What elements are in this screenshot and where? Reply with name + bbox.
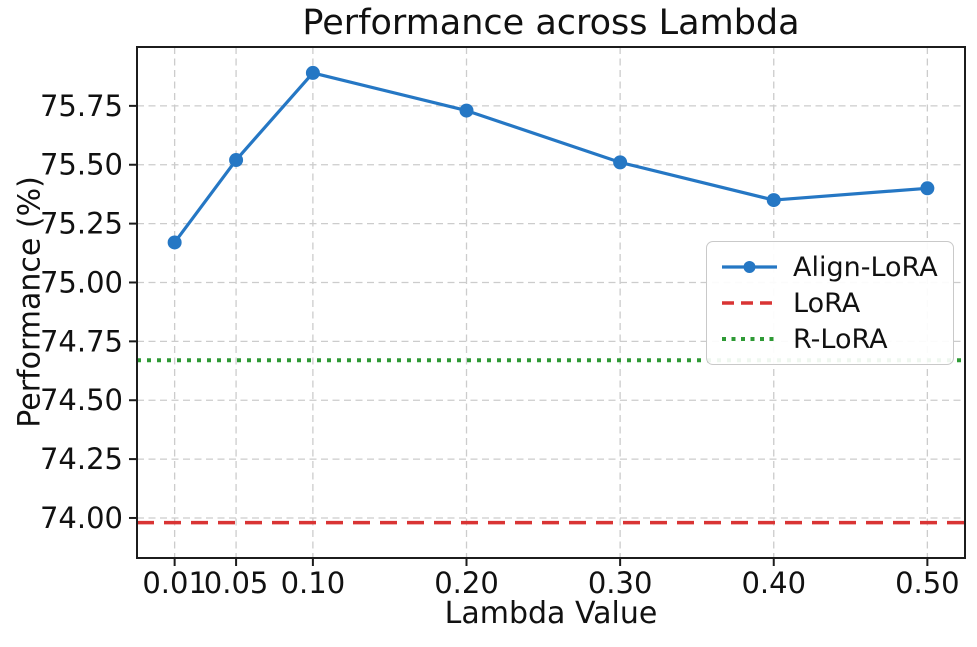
y-tick-label: 74.00 <box>40 501 123 535</box>
legend-item-align-lora: Align-LoRA <box>721 254 939 281</box>
data-point-marker <box>305 65 320 80</box>
y-tick-label: 74.50 <box>40 383 123 417</box>
x-tick-label: 0.50 <box>895 566 960 600</box>
legend: Align-LoRA LoRA R-LoRA <box>706 241 954 365</box>
data-point-marker <box>459 103 474 118</box>
legend-label-r-lora: R-LoRA <box>793 323 888 355</box>
legend-sample-marker <box>743 261 756 273</box>
data-point-marker <box>167 235 182 250</box>
legend-label-align-lora: Align-LoRA <box>793 251 938 283</box>
y-tick-label: 75.75 <box>40 89 123 123</box>
chart-title: Performance across Lambda <box>302 3 800 43</box>
legend-label-lora: LoRA <box>793 287 861 319</box>
y-tick-label: 75.25 <box>40 207 123 241</box>
x-tick-label: 0.10 <box>281 566 346 600</box>
x-tick-label: 0.20 <box>434 566 499 600</box>
legend-line-sample-r-lora-icon <box>722 337 777 341</box>
x-tick-label: 0.05 <box>204 566 269 600</box>
legend-item-lora: LoRA <box>721 290 939 317</box>
legend-line-sample-lora-icon <box>722 301 777 305</box>
y-tick-label: 74.75 <box>40 324 123 358</box>
x-axis-label: Lambda Value <box>444 596 658 631</box>
data-point-marker <box>920 181 935 196</box>
data-point-marker <box>613 155 628 170</box>
x-tick-label: 0.30 <box>588 566 653 600</box>
y-tick-label: 75.50 <box>40 148 123 182</box>
series-line-align-lora <box>173 71 928 244</box>
data-point-marker <box>766 193 781 208</box>
plot-spines <box>136 46 966 559</box>
y-axis-label: Performance (%) <box>12 176 48 428</box>
x-tick-label: 0.01 <box>142 566 207 600</box>
y-tick-label: 75.00 <box>40 265 123 299</box>
x-tick-label: 0.40 <box>741 566 806 600</box>
y-tick-label: 74.25 <box>40 442 123 476</box>
legend-item-r-lora: R-LoRA <box>721 326 939 353</box>
data-point-marker <box>229 153 244 168</box>
legend-line-sample-align-lora-icon <box>722 261 777 273</box>
